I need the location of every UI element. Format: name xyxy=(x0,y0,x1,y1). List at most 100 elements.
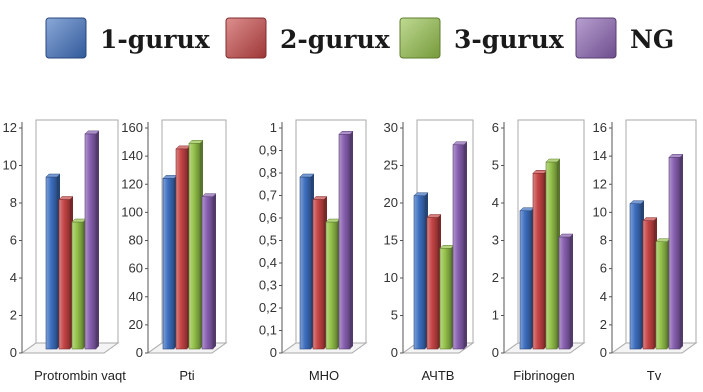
y-tick-label: 3 xyxy=(492,233,499,248)
y-tick-label: 40 xyxy=(129,289,143,304)
bar xyxy=(84,130,100,350)
y-tick-label: 100 xyxy=(121,204,143,219)
bar xyxy=(439,245,455,350)
bar xyxy=(175,145,191,350)
category-label: Fibrinogen xyxy=(513,368,574,383)
y-tick-label: 16 xyxy=(593,120,607,135)
y-tick-label: 0,5 xyxy=(259,233,277,248)
y-tick-label: 6 xyxy=(10,233,17,248)
bar xyxy=(426,214,442,350)
y-tick-label: 10 xyxy=(593,204,607,219)
y-tick-label: 8 xyxy=(600,233,607,248)
y-tick-label: 6 xyxy=(600,261,607,276)
category-label: Pti xyxy=(179,368,194,383)
bar xyxy=(162,175,178,350)
bar xyxy=(325,218,341,350)
bar xyxy=(201,193,217,350)
bar xyxy=(558,233,574,350)
y-tick-label: 0,8 xyxy=(259,165,277,180)
y-tick-label: 15 xyxy=(384,233,398,248)
y-tick-label: 12 xyxy=(593,176,607,191)
y-tick-label: 2 xyxy=(492,270,499,285)
bar xyxy=(668,154,684,350)
bar xyxy=(299,173,315,350)
y-tick-label: 4 xyxy=(492,195,499,210)
legend-item: 2-gurux xyxy=(225,17,391,59)
y-tick-label: 0,9 xyxy=(259,143,277,158)
legend-item: 3-gurux xyxy=(399,17,565,59)
y-tick-label: 12 xyxy=(3,120,17,135)
bar xyxy=(58,196,74,350)
legend-label: NG xyxy=(630,25,674,54)
category-label: Tv xyxy=(647,368,662,383)
y-tick-label: 14 xyxy=(593,148,607,163)
bar xyxy=(312,196,328,350)
legend-label: 3-gurux xyxy=(454,25,565,54)
y-tick-label: 0 xyxy=(270,345,277,360)
y-tick-label: 140 xyxy=(121,148,143,163)
category-label: Protrombin vaqt xyxy=(34,368,126,383)
chart-panel: 0 0,1 0,2 0,3 0,4 0,5 0,6 0,7 0,8 0,9 1 МНО xyxy=(259,119,368,383)
y-tick-label: 60 xyxy=(129,261,143,276)
y-tick-label: 0,2 xyxy=(259,300,277,315)
y-tick-label: 4 xyxy=(10,270,17,285)
bar xyxy=(629,200,645,350)
y-tick-label: 0,7 xyxy=(259,188,277,203)
y-tick-label: 0 xyxy=(10,345,17,360)
y-tick-label: 2 xyxy=(600,317,607,332)
legend-item: 1-gurux xyxy=(45,17,211,59)
y-tick-label: 0 xyxy=(492,345,499,360)
y-tick-label: 8 xyxy=(10,195,17,210)
bar xyxy=(655,238,671,350)
category-label: АЧТВ xyxy=(422,368,455,383)
y-tick-label: 160 xyxy=(121,120,143,135)
bar xyxy=(519,207,535,350)
bar xyxy=(452,141,468,350)
y-tick-label: 10 xyxy=(384,270,398,285)
y-tick-label: 120 xyxy=(121,176,143,191)
y-tick-label: 30 xyxy=(384,120,398,135)
bar xyxy=(532,170,548,350)
chart-panel: 0 5 10 15 20 25 30 АЧТВ xyxy=(384,119,475,383)
bar xyxy=(413,192,429,350)
y-tick-label: 1 xyxy=(492,308,499,323)
legend-swatch xyxy=(399,17,441,59)
legend-swatch xyxy=(575,17,617,59)
y-tick-label: 0,6 xyxy=(259,210,277,225)
legend-label: 1-gurux xyxy=(100,25,211,54)
y-tick-label: 0,3 xyxy=(259,278,277,293)
y-tick-label: 6 xyxy=(492,120,499,135)
y-tick-label: 5 xyxy=(391,308,398,323)
bar xyxy=(338,131,354,350)
y-tick-label: 0 xyxy=(136,345,143,360)
legend-label: 2-gurux xyxy=(280,25,391,54)
y-tick-label: 80 xyxy=(129,233,143,248)
chart-panel: 0 2 4 6 8 10 12 Protrombin vaqt xyxy=(3,119,126,383)
y-tick-label: 1 xyxy=(270,120,277,135)
y-tick-label: 5 xyxy=(492,158,499,173)
y-tick-label: 0,1 xyxy=(259,323,277,338)
y-tick-label: 25 xyxy=(384,158,398,173)
bar xyxy=(45,173,61,350)
legend-swatch xyxy=(45,17,87,59)
legend-swatch xyxy=(225,17,267,59)
chart-panel: 0 20 40 60 80 100 120 140 160 Pti xyxy=(121,119,228,383)
y-tick-label: 4 xyxy=(600,289,607,304)
y-tick-label: 20 xyxy=(384,195,398,210)
category-label: МНО xyxy=(309,368,339,383)
y-tick-label: 0 xyxy=(600,345,607,360)
chart-legend: 1-gurux 2-gurux 3-gurux NG xyxy=(45,17,674,59)
chart-panel: 0 2 4 6 8 10 12 14 16 Tv xyxy=(593,119,698,383)
bar xyxy=(71,218,87,350)
bar xyxy=(188,140,204,350)
bar xyxy=(545,158,561,350)
y-tick-label: 10 xyxy=(3,158,17,173)
y-tick-label: 0 xyxy=(391,345,398,360)
y-tick-label: 0,4 xyxy=(259,255,277,270)
legend-item: NG xyxy=(575,17,674,59)
y-tick-label: 20 xyxy=(129,317,143,332)
bar xyxy=(642,217,658,350)
y-tick-label: 2 xyxy=(10,308,17,323)
